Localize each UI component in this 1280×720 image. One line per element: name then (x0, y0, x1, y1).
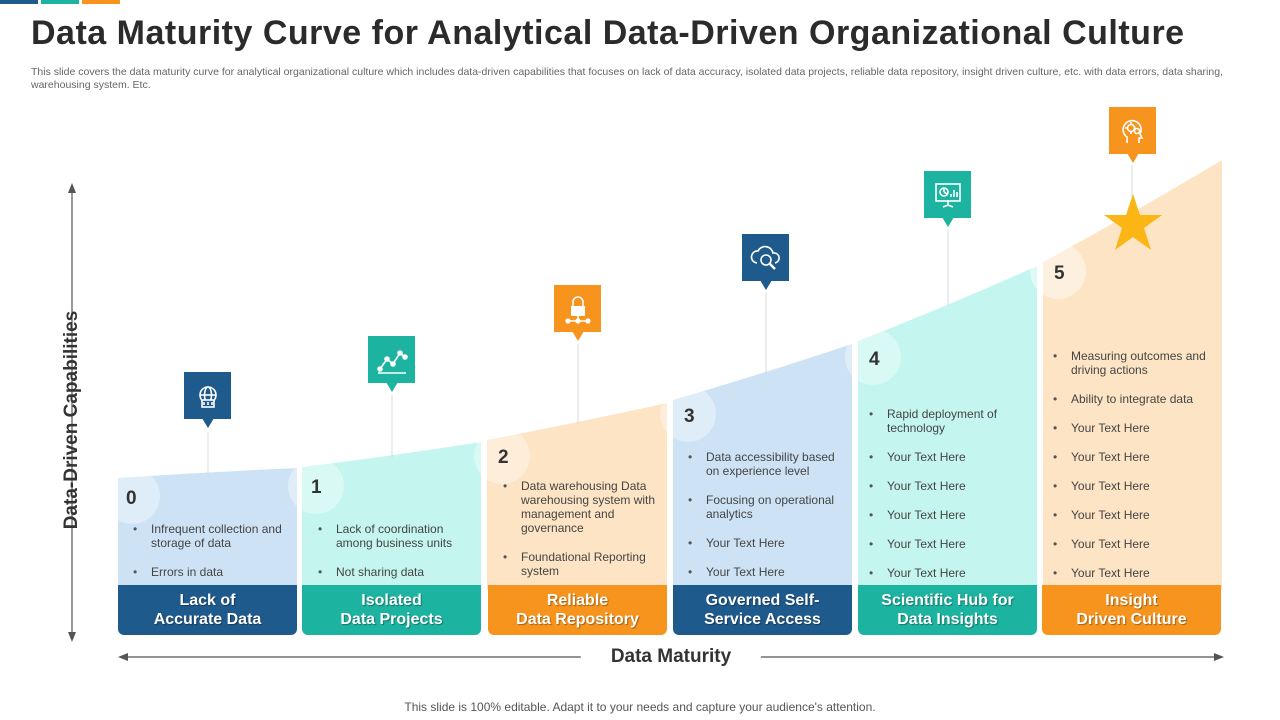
stage-0-bullets: Infrequent collection and storage of dat… (131, 522, 293, 594)
stage-5-label: Insight Driven Culture (1042, 585, 1221, 635)
y-axis-arrow-top (68, 183, 76, 193)
bullet-item: Your Text Here (867, 566, 1029, 580)
stage-3-label: Governed Self- Service Access (673, 585, 852, 635)
stage-4-label: Scientific Hub for Data Insights (858, 585, 1037, 635)
stage-4-number: 4 (869, 349, 880, 370)
brain-gears-icon (1109, 107, 1156, 154)
top-accent-stripes (0, 0, 130, 4)
bullet-item: Your Text Here (1051, 479, 1213, 493)
x-axis-arrow-right (1214, 653, 1224, 661)
bullet-item: Your Text Here (1051, 421, 1213, 435)
cloud-search-icon (742, 234, 789, 281)
bullet-item: Data accessibility based on experience l… (686, 450, 848, 478)
bullet-item: Infrequent collection and storage of dat… (131, 522, 293, 550)
page-subtitle: This slide covers the data maturity curv… (31, 66, 1223, 91)
bullet-item: Foundational Reporting system (501, 550, 663, 578)
bullet-item: Your Text Here (1051, 450, 1213, 464)
stage-1-bubble (288, 458, 344, 514)
bullet-item: Your Text Here (686, 536, 848, 550)
stage-4-bubble (845, 329, 901, 385)
page-title: Data Maturity Curve for Analytical Data-… (31, 14, 1185, 52)
star-icon (1104, 194, 1162, 250)
stage-2-bullets: Data warehousing Data warehousing system… (501, 479, 663, 593)
stage-3-number: 3 (684, 406, 695, 427)
bullet-item: Your Text Here (1051, 566, 1213, 580)
bullet-item: Your Text Here (867, 537, 1029, 551)
x-axis-label: Data Maturity (580, 646, 762, 668)
bullet-item: Your Text Here (867, 508, 1029, 522)
bullet-item: Measuring outcomes and driving actions (1051, 349, 1213, 377)
y-axis-arrow-bottom (68, 632, 76, 642)
bullet-item: Lack of coordination among business unit… (316, 522, 478, 550)
stage-0-number: 0 (126, 488, 137, 509)
stage-3-bullets: Data accessibility based on experience l… (686, 450, 848, 594)
stage-3-bubble (660, 386, 716, 442)
bullet-item: Your Text Here (686, 565, 848, 579)
bullet-item: Your Text Here (1051, 537, 1213, 551)
presentation-board-icon (924, 171, 971, 218)
stage-2-label: Reliable Data Repository (488, 585, 667, 635)
footer-note: This slide is 100% editable. Adapt it to… (404, 700, 876, 714)
stage-5-bubble (1030, 243, 1086, 299)
bullet-item: Errors in data (131, 565, 293, 579)
lock-network-icon (554, 285, 601, 332)
stage-2-bubble (474, 428, 530, 484)
bullet-item: Not sharing data (316, 565, 478, 579)
bullet-item: Rapid deployment of technology (867, 407, 1029, 435)
stage-1-panel (302, 442, 481, 590)
stage-2-number: 2 (498, 447, 509, 468)
bullet-item: Focusing on operational analytics (686, 493, 848, 521)
stage-1-number: 1 (311, 477, 322, 498)
bullet-item: Ability to integrate data (1051, 392, 1213, 406)
bullet-item: Data warehousing Data warehousing system… (501, 479, 663, 535)
stage-0-bubble (104, 468, 160, 524)
network-chart-icon (368, 336, 415, 383)
bullet-item: Your Text Here (867, 450, 1029, 464)
stage-0-label: Lack of Accurate Data (118, 585, 297, 635)
stage-5-bullets: Measuring outcomes and driving actions A… (1051, 349, 1213, 595)
circuit-globe-icon (184, 372, 231, 419)
stage-5-number: 5 (1054, 263, 1065, 284)
stage-1-bullets: Lack of coordination among business unit… (316, 522, 478, 594)
stage-4-bullets: Rapid deployment of technology Your Text… (867, 407, 1029, 595)
stage-1-label: Isolated Data Projects (302, 585, 481, 635)
bullet-item: Your Text Here (867, 479, 1029, 493)
bullet-item: Your Text Here (1051, 508, 1213, 522)
x-axis-arrow-left (118, 653, 128, 661)
